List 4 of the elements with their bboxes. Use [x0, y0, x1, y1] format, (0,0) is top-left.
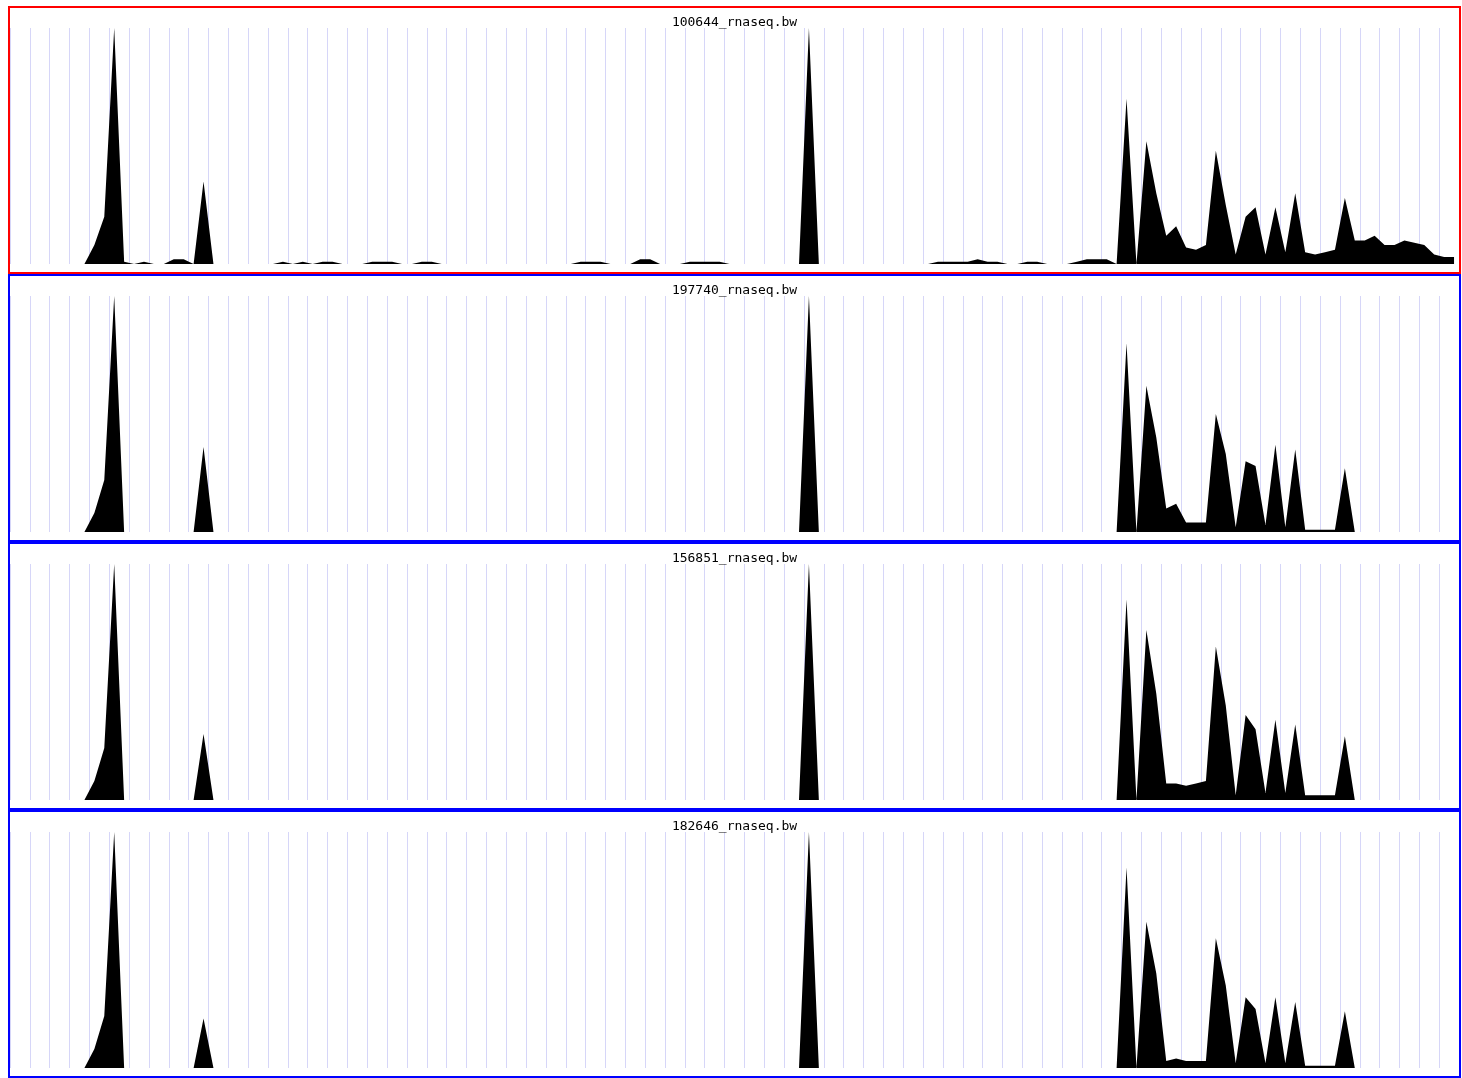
chart-title: 156851_rnaseq.bw: [671, 550, 798, 565]
chart-title: 100644_rnaseq.bw: [671, 14, 798, 29]
chart-title: 182646_rnaseq.bw: [671, 818, 798, 833]
chart-title: 197740_rnaseq.bw: [671, 282, 798, 297]
